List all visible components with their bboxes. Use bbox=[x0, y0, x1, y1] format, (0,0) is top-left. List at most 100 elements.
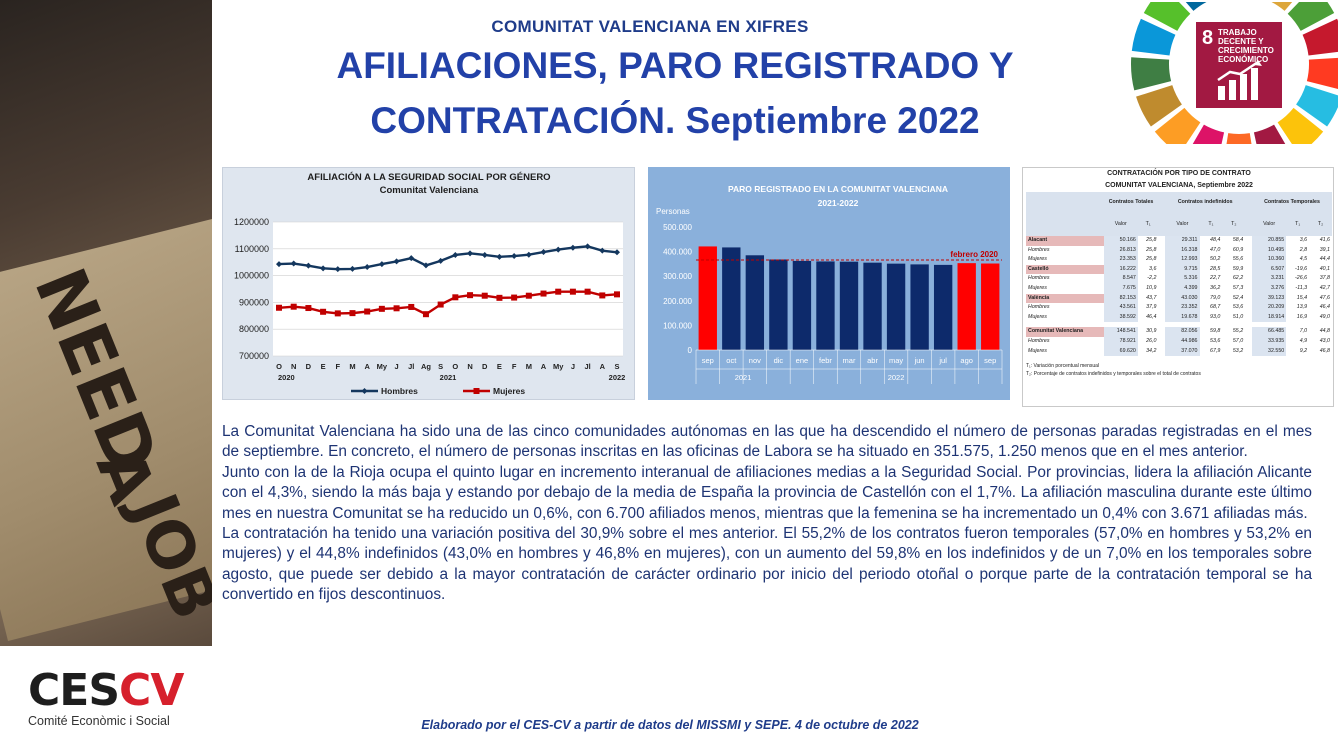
value-cell: 30,9 bbox=[1146, 328, 1157, 335]
data-point bbox=[540, 249, 547, 256]
sdg-wheel-segment bbox=[1271, 2, 1293, 11]
data-point bbox=[276, 304, 282, 311]
sdg-wheel-segment bbox=[1131, 18, 1176, 56]
growth-chart-icon bbox=[1217, 60, 1262, 100]
year-label: 2020 bbox=[278, 373, 295, 382]
page-title-line2: CONTRATACIÓN. Septiembre 2022 bbox=[370, 100, 980, 141]
data-point bbox=[452, 294, 459, 301]
sdg-wheel-segment bbox=[1143, 2, 1191, 31]
y-tick-label: 900000 bbox=[239, 297, 269, 307]
x-tick-label: abr bbox=[867, 356, 878, 365]
table-row: València 82.153 43,7 43.030 79,0 52,4 39.123 15… bbox=[1026, 293, 1332, 304]
value-cell: 67,9 bbox=[1210, 347, 1221, 354]
spacer bbox=[1245, 313, 1252, 323]
x-tick-label: Ag bbox=[421, 362, 431, 371]
data-point bbox=[422, 311, 429, 318]
body-text: La Comunitat Valenciana ha sido una de l… bbox=[222, 422, 1312, 606]
x-tick-label: mar bbox=[843, 356, 856, 365]
table-row: Mujeres 7.675 10,9 4.399 36,2 57,3 3.276 -11,3 4… bbox=[1026, 283, 1332, 294]
data-point bbox=[540, 290, 547, 297]
sdg-wheel-segment bbox=[1287, 2, 1335, 31]
spacer bbox=[1245, 303, 1252, 313]
value-cell: 4,9 bbox=[1299, 337, 1308, 344]
spacer bbox=[1245, 327, 1252, 337]
bar bbox=[957, 263, 976, 350]
value-cell: 29.311 bbox=[1165, 236, 1200, 246]
value-cell: 3,6 bbox=[1149, 265, 1157, 272]
value-cell: 53,2 bbox=[1232, 347, 1244, 354]
data-point bbox=[569, 288, 576, 295]
value-cell: 25,8 bbox=[1146, 237, 1157, 243]
value-cell: 55,6 bbox=[1232, 256, 1244, 263]
value-cell: 19.678 bbox=[1165, 312, 1200, 323]
row-label: Alacant bbox=[1026, 236, 1104, 246]
value-cell: -19,6 bbox=[1294, 265, 1308, 272]
value-cell: 93,0 bbox=[1210, 313, 1221, 320]
column-header: T₂ bbox=[1309, 214, 1332, 236]
spacer bbox=[1158, 337, 1165, 347]
sdg-wheel-segment bbox=[1136, 85, 1182, 127]
row-label: Hombres bbox=[1028, 304, 1050, 311]
value-cell: 4,5 bbox=[1299, 256, 1308, 263]
value-cell: 32.550 bbox=[1252, 346, 1287, 357]
column-header: Valor bbox=[1103, 214, 1138, 236]
value-cell: 43,0 bbox=[1319, 337, 1330, 344]
spacer bbox=[1245, 192, 1252, 214]
paragraph-unemployment: La Comunitat Valenciana ha sido una de l… bbox=[222, 423, 1312, 461]
value-cell: 148.541 bbox=[1103, 327, 1138, 337]
value-cell: 7.675 bbox=[1103, 283, 1138, 294]
value-cell: 13,9 bbox=[1296, 304, 1308, 311]
value-cell: 42,7 bbox=[1319, 284, 1330, 291]
x-tick-label: N bbox=[467, 362, 472, 371]
table-row: Hombres 78.921 26,0 44.986 53,6 57,0 33.935 4,9… bbox=[1026, 336, 1332, 347]
value-cell: 23.352 bbox=[1165, 303, 1200, 313]
year-label: 2022 bbox=[609, 373, 626, 382]
row-label: Mujeres bbox=[1028, 347, 1047, 354]
value-cell: 7,0 bbox=[1299, 328, 1308, 335]
data-point bbox=[599, 292, 606, 299]
x-tick-label: may bbox=[889, 356, 903, 365]
spacer bbox=[1158, 294, 1165, 304]
row-label: Castelló bbox=[1026, 264, 1104, 275]
x-tick-label: M bbox=[526, 362, 532, 371]
value-cell: 43.030 bbox=[1165, 293, 1200, 304]
bar bbox=[722, 247, 741, 350]
value-cell: 20.855 bbox=[1252, 236, 1287, 246]
value-cell: 78.921 bbox=[1103, 336, 1138, 347]
value-cell: 82.056 bbox=[1165, 327, 1200, 337]
legend-label-hombres: Hombres bbox=[381, 386, 418, 396]
sdg-wheel-segment bbox=[1306, 57, 1338, 89]
table-row: Mujeres 23.353 25,8 12.993 50,2 55,6 10.360 4,5… bbox=[1026, 255, 1332, 265]
y-tick-label: 1100000 bbox=[235, 244, 269, 254]
row-label: Comunitat Valenciana bbox=[1026, 327, 1104, 337]
value-cell: 39,1 bbox=[1319, 246, 1330, 253]
group-header: Contratos Totales bbox=[1103, 192, 1159, 214]
sdg-wheel-segment bbox=[1296, 85, 1338, 127]
sdg-number: 8 bbox=[1202, 27, 1214, 49]
value-cell: 16,9 bbox=[1296, 313, 1308, 320]
y-tick-label: 100.000 bbox=[663, 321, 692, 330]
spacer bbox=[1158, 347, 1165, 357]
value-cell: 60,9 bbox=[1232, 246, 1244, 253]
bar bbox=[981, 263, 1000, 350]
row-label: Hombres bbox=[1028, 275, 1050, 282]
data-point bbox=[393, 305, 400, 312]
column-header: T₁ bbox=[1286, 214, 1310, 236]
x-tick-label: S bbox=[438, 362, 443, 371]
x-tick-label: My bbox=[377, 362, 388, 371]
value-cell: 23.353 bbox=[1103, 255, 1138, 265]
value-cell: 40,1 bbox=[1319, 265, 1330, 272]
x-tick-label: A bbox=[600, 362, 606, 371]
bar bbox=[816, 261, 835, 350]
x-tick-label: J bbox=[394, 362, 398, 371]
legend-marker-hombres bbox=[361, 388, 368, 394]
value-cell: 46,4 bbox=[1319, 304, 1330, 311]
paragraph-affiliation: Junto con la de la Rioja ocupa el quinto… bbox=[222, 463, 1312, 522]
value-cell: 16.222 bbox=[1103, 264, 1138, 275]
y-tick-label: 0 bbox=[688, 346, 693, 355]
value-cell: 3.276 bbox=[1252, 283, 1287, 294]
affiliation-chart-panel: AFILIACIÓN A LA SEGURIDAD SOCIAL POR GÉN… bbox=[222, 167, 635, 400]
data-point bbox=[349, 310, 356, 317]
x-tick-label: sep bbox=[984, 356, 996, 365]
data-point bbox=[320, 265, 327, 272]
